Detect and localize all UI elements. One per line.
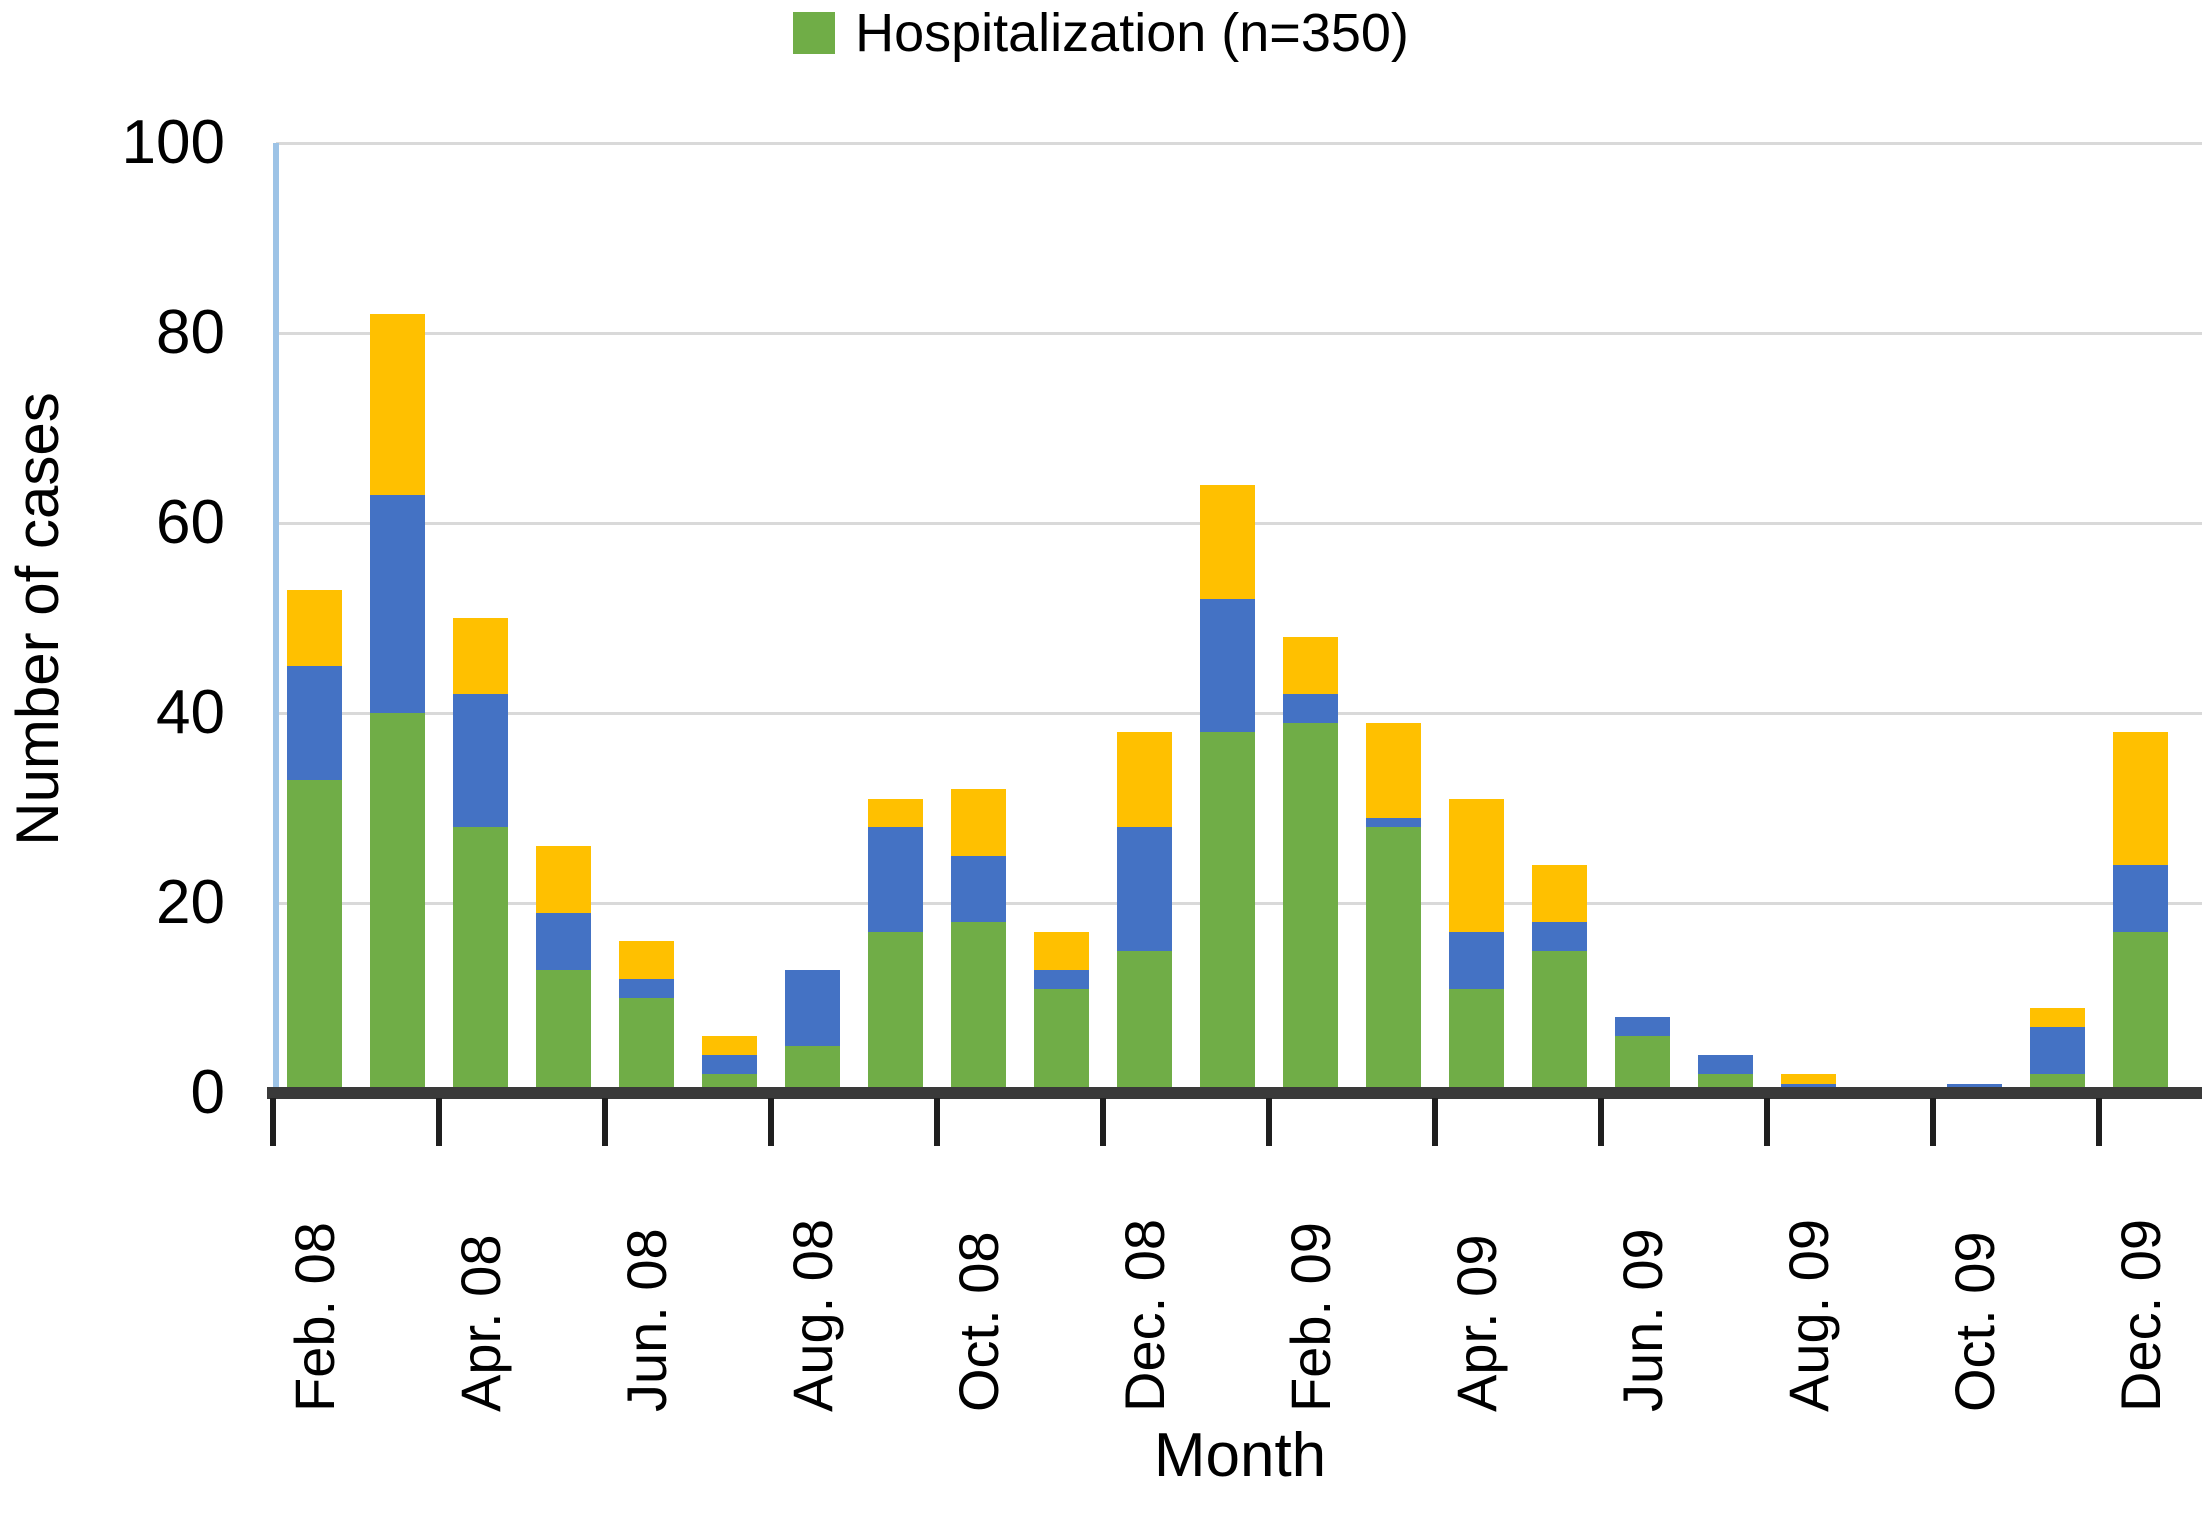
bar-segment-Oct-08-s2	[951, 789, 1006, 856]
bar-segment-Feb-08-s2	[287, 589, 342, 666]
bar-segment-Aug-09-s2	[1781, 1074, 1836, 1084]
x-tick-mark-11	[2096, 1098, 2102, 1146]
bar-segment-Nov-09-s1	[2030, 1026, 2085, 1074]
bar-segment-Jun-08-s2	[619, 941, 674, 979]
x-tick-mark-6	[1266, 1098, 1272, 1146]
x-tick-mark-5	[1100, 1098, 1106, 1146]
bar-segment-Dec-08-s1	[1117, 827, 1172, 951]
bar-segment-Nov-09-s2	[2030, 1007, 2085, 1027]
bar-segment-Dec-09-s1	[2113, 865, 2168, 932]
y-tick-label-40: 40	[156, 678, 225, 747]
x-tick-label-Oct-08: Oct. 08	[946, 1231, 1010, 1412]
x-tick-mark-10	[1930, 1098, 1936, 1146]
bar-segment-Apr-09-s2	[1449, 798, 1504, 932]
y-axis-line	[273, 143, 279, 1093]
bar-segment-Jun-08-s1	[619, 979, 674, 998]
x-tick-mark-4	[934, 1098, 940, 1146]
bar-segment-Jul-09-s1	[1698, 1055, 1753, 1074]
bar-segment-Nov-08-s2	[1034, 931, 1089, 970]
x-tick-mark-8	[1598, 1098, 1604, 1146]
y-tick-label-80: 80	[156, 298, 225, 367]
x-tick-label-Jun-09: Jun. 09	[1610, 1228, 1674, 1412]
x-tick-mark-9	[1764, 1098, 1770, 1146]
bar-segment-Nov-08-s0	[1034, 988, 1089, 1093]
bar-segment-Oct-08-s0	[951, 922, 1006, 1093]
gridline-80	[276, 332, 2202, 335]
bar-segment-Mar-09-s0	[1366, 827, 1421, 1093]
bar-segment-Sep-08-s1	[868, 827, 923, 932]
gridline-100	[276, 142, 2202, 145]
bar-segment-May-08-s0	[536, 969, 591, 1093]
bar-segment-Jun-09-s0	[1615, 1036, 1670, 1093]
x-tick-label-Feb-09: Feb. 09	[1278, 1222, 1342, 1412]
bar-segment-Jul-08-s2	[702, 1036, 757, 1055]
bar-segment-May-08-s1	[536, 912, 591, 970]
x-tick-label-Aug-08: Aug. 08	[780, 1218, 844, 1412]
bar-segment-Apr-09-s1	[1449, 931, 1504, 989]
y-tick-label-100: 100	[121, 108, 225, 177]
x-tick-mark-1	[436, 1098, 442, 1146]
bar-segment-Feb-09-s1	[1283, 694, 1338, 723]
y-tick-label-0: 0	[190, 1058, 225, 1127]
bar-segment-Dec-09-s2	[2113, 732, 2168, 865]
bar-segment-Jan-09-s0	[1200, 732, 1255, 1093]
bar-segment-Feb-09-s0	[1283, 722, 1338, 1093]
bar-segment-Sep-08-s2	[868, 798, 923, 827]
x-tick-mark-7	[1432, 1098, 1438, 1146]
bar-segment-Mar-08-s1	[370, 494, 425, 713]
bar-segment-Mar-09-s1	[1366, 817, 1421, 827]
bar-segment-Mar-08-s2	[370, 314, 425, 495]
bar-segment-Jul-08-s1	[702, 1055, 757, 1074]
bar-segment-Mar-09-s2	[1366, 722, 1421, 818]
bar-segment-Jun-08-s0	[619, 998, 674, 1093]
x-axis-title: Month	[1153, 1421, 1327, 1490]
bar-segment-Feb-08-s1	[287, 665, 342, 780]
bar-segment-May-09-s2	[1532, 865, 1587, 922]
bar-segment-Apr-08-s1	[453, 694, 508, 827]
legend-label-hospitalization: Hospitalization (n=350)	[855, 3, 1409, 63]
x-tick-mark-3	[768, 1098, 774, 1146]
bar-segment-Oct-08-s1	[951, 855, 1006, 922]
legend-swatch-hospitalization	[793, 12, 836, 54]
bar-segment-Aug-08-s1	[785, 969, 840, 1046]
bar-segment-Dec-08-s2	[1117, 732, 1172, 827]
bar-segment-Mar-08-s0	[370, 713, 425, 1093]
x-tick-label-Oct-09: Oct. 09	[1942, 1231, 2006, 1412]
y-tick-label-20: 20	[156, 868, 225, 937]
bar-segment-Dec-09-s0	[2113, 931, 2168, 1093]
bar-segment-Sep-08-s0	[868, 931, 923, 1093]
bar-segment-May-08-s2	[536, 846, 591, 913]
x-tick-label-Apr-08: Apr. 08	[448, 1234, 512, 1412]
bar-segment-Apr-09-s0	[1449, 988, 1504, 1093]
x-tick-label-Feb-08: Feb. 08	[282, 1222, 346, 1412]
bar-segment-Feb-09-s2	[1283, 637, 1338, 694]
bar-segment-May-09-s1	[1532, 922, 1587, 951]
x-tick-mark-2	[602, 1098, 608, 1146]
x-tick-mark-0	[270, 1098, 276, 1146]
bar-segment-Feb-08-s0	[287, 779, 342, 1093]
x-tick-label-Dec-08: Dec. 08	[1112, 1219, 1176, 1412]
x-tick-label-Apr-09: Apr. 09	[1444, 1234, 1508, 1412]
x-tick-label-Dec-09: Dec. 09	[2108, 1219, 2172, 1412]
bar-segment-Apr-08-s0	[453, 827, 508, 1093]
bar-segment-Apr-08-s2	[453, 618, 508, 694]
bar-segment-Nov-08-s1	[1034, 969, 1089, 989]
y-tick-label-60: 60	[156, 488, 225, 557]
x-tick-label-Jun-08: Jun. 08	[614, 1228, 678, 1412]
x-tick-label-Aug-09: Aug. 09	[1776, 1218, 1840, 1412]
bar-segment-Jan-09-s2	[1200, 485, 1255, 599]
legend: Hospitalization (n=350)	[0, 6, 2202, 60]
bar-segment-Dec-08-s0	[1117, 950, 1172, 1093]
bar-segment-Aug-08-s0	[785, 1045, 840, 1093]
bar-segment-May-09-s0	[1532, 950, 1587, 1093]
bar-segment-Jan-09-s1	[1200, 599, 1255, 732]
bar-segment-Jun-09-s1	[1615, 1017, 1670, 1036]
x-axis-line	[267, 1087, 2202, 1099]
